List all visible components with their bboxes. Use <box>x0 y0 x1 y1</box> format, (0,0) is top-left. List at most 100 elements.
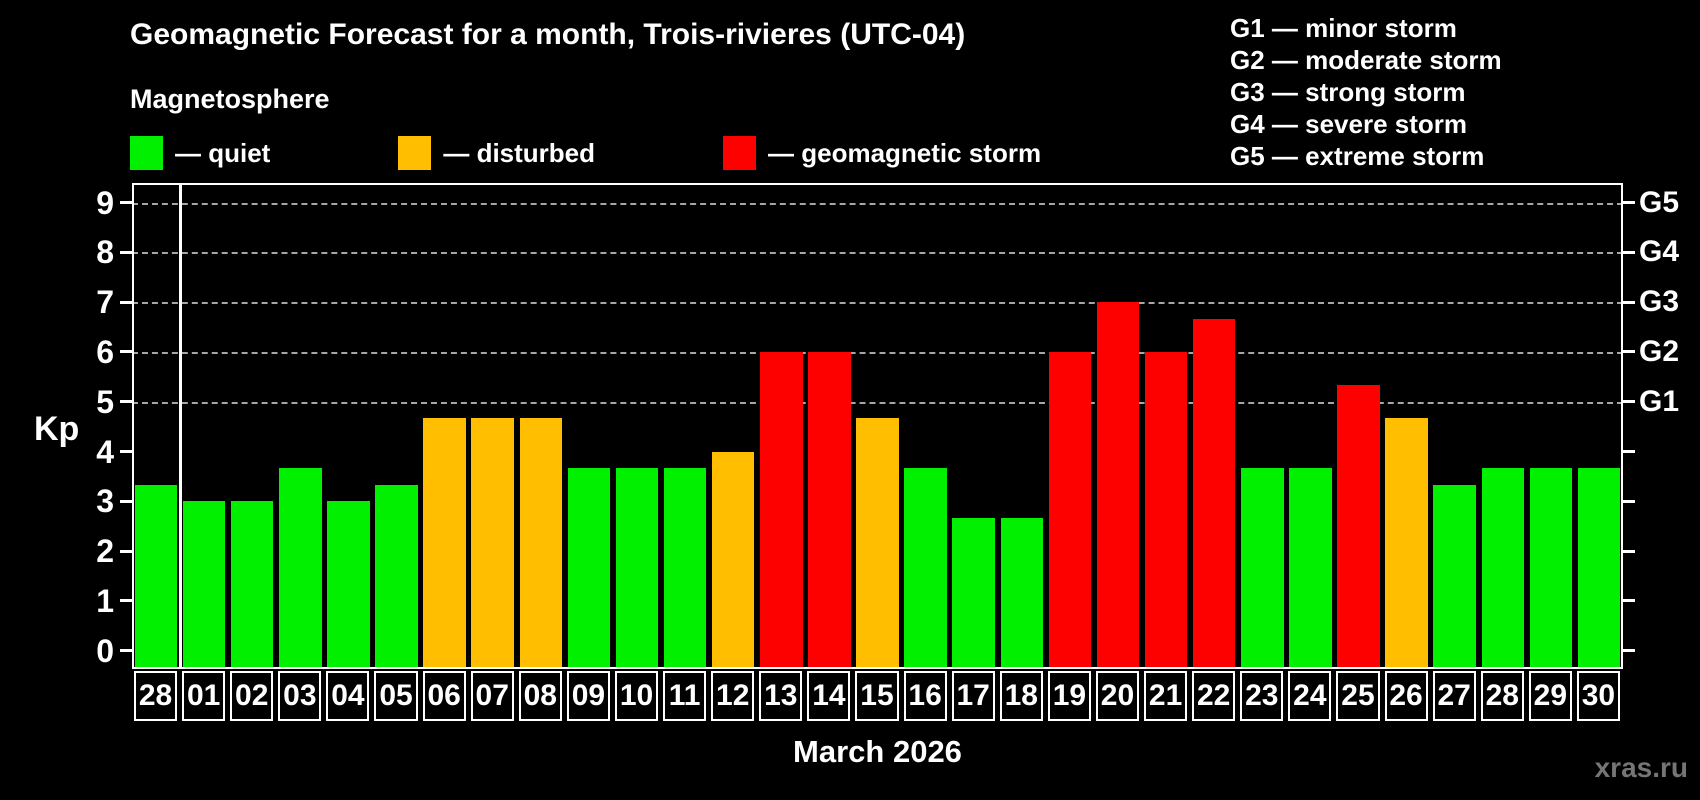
quiet-label: — quiet <box>175 137 271 168</box>
day-label: 25 <box>1336 671 1380 721</box>
y-axis-tick-left <box>120 350 132 354</box>
day-label: 29 <box>1528 671 1572 721</box>
y-tick-label: 0 <box>96 632 114 669</box>
kp-bar <box>471 418 514 669</box>
y-tick-label: 3 <box>96 483 114 520</box>
y-axis-tick-right <box>1623 400 1635 404</box>
g1-legend-line: G1 — minor storm <box>1230 13 1457 43</box>
gridline-kp-5 <box>132 401 1623 404</box>
day-label: 05 <box>374 671 418 721</box>
y-tick-label: 2 <box>96 533 114 570</box>
y-tick-label: 5 <box>96 383 114 420</box>
day-label: 08 <box>518 671 562 721</box>
day-label: 26 <box>1384 671 1428 721</box>
g-level-label: G5 <box>1639 185 1680 219</box>
kp-bar <box>663 467 707 669</box>
y-axis-tick-left <box>120 450 132 453</box>
day-label: 30 <box>1576 671 1620 721</box>
kp-bar <box>1000 517 1044 669</box>
y-axis-tick-right <box>1623 201 1635 204</box>
day-label: 21 <box>1144 671 1188 721</box>
kp-bar <box>711 451 755 669</box>
magnetosphere-label: Magnetosphere <box>130 84 330 114</box>
g-level-label: G4 <box>1639 235 1680 269</box>
day-label: 19 <box>1047 671 1091 721</box>
disturbed-swatch <box>398 136 432 170</box>
g5-legend-line: G5 — extreme storm <box>1230 141 1485 171</box>
kp-bar <box>327 501 370 669</box>
day-label: 09 <box>566 671 610 721</box>
day-label: 03 <box>278 671 322 721</box>
y-tick-label: 7 <box>96 284 114 321</box>
y-tick-label: 8 <box>96 234 114 271</box>
legend-item-storm: — geomagnetic storm <box>723 136 1041 170</box>
legend-item-quiet: — quiet <box>130 136 270 170</box>
kp-bar <box>423 418 466 669</box>
magnetosphere-legend: — quiet — disturbed — geomagnetic storm <box>130 136 1041 170</box>
kp-bar <box>904 467 947 669</box>
day-label: 20 <box>1095 671 1140 721</box>
y-tick-label: 9 <box>96 184 114 221</box>
g2-legend-line: G2 — moderate storm <box>1230 45 1502 75</box>
y-axis-tick-left <box>120 201 132 204</box>
y-axis-tick-right <box>1623 499 1635 503</box>
y-tick-label: 6 <box>96 333 114 370</box>
month-label: March 2026 <box>793 734 962 769</box>
kp-bar <box>1096 302 1140 669</box>
kp-bar <box>1289 467 1332 669</box>
legend-item-disturbed: — disturbed <box>398 136 595 170</box>
gridline-kp-9 <box>132 202 1623 205</box>
day-label: 02 <box>230 671 274 721</box>
day-label: 17 <box>951 671 995 721</box>
y-axis-tick-left <box>120 499 132 503</box>
day-label: 01 <box>182 671 226 721</box>
day-label: 28 <box>1480 671 1524 721</box>
g-level-label: G3 <box>1639 285 1680 319</box>
disturbed-label: — disturbed <box>443 137 596 168</box>
kp-bar <box>1337 385 1380 669</box>
plot-area <box>132 183 1623 669</box>
day-label: 27 <box>1432 671 1476 721</box>
y-tick-label: 1 <box>96 582 114 619</box>
kp-bar <box>856 418 899 669</box>
g3-legend-line: G3 — strong storm <box>1230 77 1466 107</box>
chart-title: Geomagnetic Forecast for a month, Trois-… <box>130 18 966 51</box>
kp-bar <box>519 418 563 669</box>
kp-bar <box>1192 318 1236 669</box>
y-axis-tick-right <box>1623 549 1635 553</box>
y-axis-tick-right <box>1623 599 1635 603</box>
day-label: 14 <box>807 671 851 721</box>
y-axis-tick-right <box>1623 450 1635 453</box>
kp-bar <box>1577 467 1621 669</box>
y-axis-tick-left <box>120 300 132 304</box>
kp-bar <box>1481 467 1524 669</box>
gridline-kp-8 <box>132 252 1623 255</box>
watermark: xras.ru <box>1594 752 1688 783</box>
kp-bar <box>375 484 418 669</box>
kp-bar <box>1529 467 1573 669</box>
day-label: 24 <box>1288 671 1332 721</box>
kp-bar <box>279 467 322 669</box>
kp-bar <box>1385 418 1428 669</box>
month-separator-line <box>179 183 182 669</box>
day-label: 22 <box>1192 671 1236 721</box>
gridline-kp-7 <box>132 302 1623 305</box>
kp-bar <box>230 501 274 669</box>
y-axis-title: Kp <box>34 410 80 448</box>
day-label: 04 <box>326 671 370 721</box>
kp-bar <box>134 484 178 669</box>
y-axis-tick-right <box>1623 250 1635 254</box>
y-axis-tick-left <box>120 400 132 404</box>
y-axis-tick-left <box>120 599 132 603</box>
day-label: 18 <box>999 671 1043 721</box>
g-scale-legend: G1 — minor storm G2 — moderate storm G3 … <box>1230 12 1502 172</box>
day-label: 15 <box>855 671 899 721</box>
quiet-swatch <box>130 136 163 170</box>
kp-bar <box>182 501 226 669</box>
day-label: 06 <box>422 671 466 721</box>
kp-bar <box>808 351 851 669</box>
y-axis-tick-right <box>1623 649 1635 653</box>
kp-bar <box>760 351 803 669</box>
y-axis-tick-right <box>1623 300 1635 304</box>
